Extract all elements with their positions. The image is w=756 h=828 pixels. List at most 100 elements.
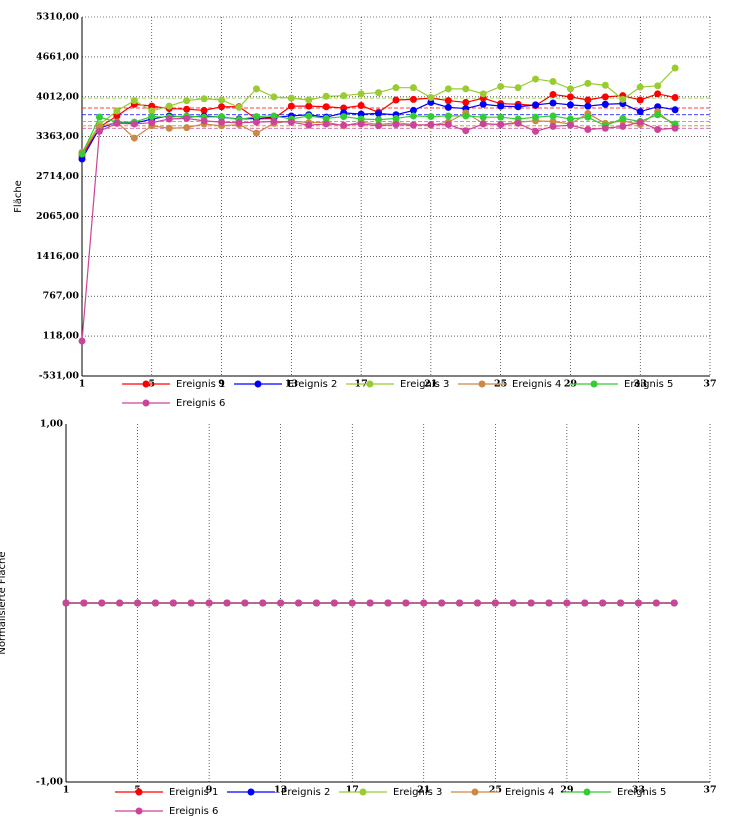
data-point — [80, 599, 88, 607]
data-point — [277, 599, 285, 607]
data-point — [563, 599, 571, 607]
data-point — [634, 599, 642, 607]
y-tick-label: 2065,00 — [36, 211, 79, 222]
data-point — [497, 121, 505, 129]
data-point — [479, 90, 487, 98]
data-point — [78, 155, 86, 163]
data-point — [584, 102, 592, 110]
data-point — [252, 113, 260, 121]
data-point — [134, 599, 142, 607]
data-point — [183, 114, 191, 122]
data-point — [340, 104, 348, 112]
data-point — [165, 115, 173, 123]
legend-marker — [247, 788, 255, 796]
data-point — [444, 97, 452, 105]
legend-label: Ereignis 4 — [512, 379, 561, 390]
data-point — [295, 599, 303, 607]
data-point — [218, 96, 226, 104]
data-point — [545, 599, 553, 607]
data-point — [357, 120, 365, 128]
data-point — [183, 97, 191, 105]
x-tick-label: 1 — [79, 379, 86, 390]
data-point — [601, 100, 609, 108]
data-point — [322, 92, 330, 100]
data-point — [113, 119, 121, 127]
data-point — [491, 599, 499, 607]
y-tick-label: -531,00 — [39, 371, 80, 382]
data-point — [252, 85, 260, 93]
data-point — [514, 84, 522, 92]
data-point — [409, 95, 417, 103]
data-point — [527, 599, 535, 607]
data-point — [617, 599, 625, 607]
x-tick-label: 1 — [63, 785, 70, 796]
legend-label: Ereignis 3 — [400, 379, 449, 390]
data-point — [270, 117, 278, 125]
data-point — [532, 127, 540, 135]
data-point — [148, 113, 156, 121]
x-tick-label: 21 — [417, 785, 430, 796]
data-point — [566, 121, 574, 129]
data-point — [497, 113, 505, 121]
data-point — [375, 109, 383, 117]
data-point — [305, 112, 313, 120]
data-point — [427, 121, 435, 129]
legend-marker — [254, 380, 262, 388]
data-point — [235, 103, 243, 111]
legend-label: Ereignis 1 — [169, 787, 218, 798]
data-point — [287, 94, 295, 102]
data-point — [654, 103, 662, 111]
data-point — [566, 85, 574, 93]
data-point — [252, 129, 260, 137]
data-point — [479, 113, 487, 121]
data-point — [438, 599, 446, 607]
data-point — [148, 119, 156, 127]
data-point — [636, 83, 644, 91]
data-point — [357, 102, 365, 110]
data-point — [305, 121, 313, 129]
y-tick-label: 4012,00 — [36, 91, 79, 102]
legend-label: Ereignis 5 — [624, 379, 673, 390]
data-point — [636, 118, 644, 126]
data-point — [473, 599, 481, 607]
data-point — [532, 101, 540, 109]
data-point — [305, 96, 313, 104]
data-point — [223, 599, 231, 607]
data-point — [409, 112, 417, 120]
data-point — [148, 102, 156, 110]
data-point — [200, 117, 208, 125]
data-point — [357, 115, 365, 123]
data-point — [330, 599, 338, 607]
data-point — [654, 125, 662, 133]
data-point — [218, 118, 226, 126]
data-point — [392, 121, 400, 129]
data-point — [584, 113, 592, 121]
data-point — [205, 599, 213, 607]
legend-marker — [366, 380, 374, 388]
data-point — [218, 103, 226, 111]
legend-marker — [471, 788, 479, 796]
data-point — [549, 112, 557, 120]
data-point — [619, 95, 627, 103]
data-point — [384, 599, 392, 607]
legend-marker — [135, 788, 143, 796]
data-point — [479, 100, 487, 108]
legend-label: Ereignis 1 — [176, 379, 225, 390]
x-tick-label: 33 — [634, 379, 647, 390]
data-point — [427, 113, 435, 121]
data-point — [340, 92, 348, 100]
data-point — [444, 85, 452, 93]
data-point — [462, 98, 470, 106]
data-point — [619, 114, 627, 122]
data-point — [444, 112, 452, 120]
x-tick-label: 17 — [346, 785, 359, 796]
data-point — [151, 599, 159, 607]
legend-label: Ereignis 4 — [505, 787, 554, 798]
x-tick-label: 9 — [218, 379, 225, 390]
data-point — [183, 105, 191, 113]
data-point — [409, 106, 417, 114]
data-point — [427, 98, 435, 106]
data-point — [581, 599, 589, 607]
series-line — [81, 117, 676, 342]
